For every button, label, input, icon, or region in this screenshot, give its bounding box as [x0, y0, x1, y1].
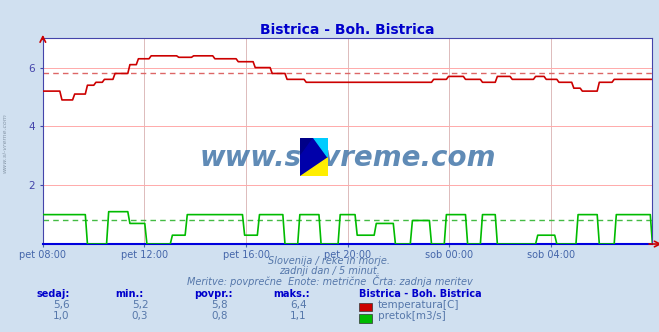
- Text: 5,2: 5,2: [132, 300, 148, 310]
- Polygon shape: [300, 138, 328, 176]
- Polygon shape: [300, 157, 328, 176]
- Text: 1,1: 1,1: [290, 311, 306, 321]
- Text: maks.:: maks.:: [273, 289, 310, 299]
- Text: sedaj:: sedaj:: [36, 289, 70, 299]
- Text: 0,3: 0,3: [132, 311, 148, 321]
- Polygon shape: [314, 138, 328, 157]
- Text: 6,4: 6,4: [290, 300, 306, 310]
- Text: 1,0: 1,0: [53, 311, 69, 321]
- Text: 0,8: 0,8: [211, 311, 227, 321]
- Text: www.si-vreme.com: www.si-vreme.com: [3, 113, 8, 173]
- Text: Meritve: povprečne  Enote: metrične  Črta: zadnja meritev: Meritve: povprečne Enote: metrične Črta:…: [186, 275, 473, 287]
- Text: Slovenija / reke in morje.: Slovenija / reke in morje.: [268, 256, 391, 266]
- Text: Bistrica - Boh. Bistrica: Bistrica - Boh. Bistrica: [359, 289, 482, 299]
- Text: 5,8: 5,8: [211, 300, 227, 310]
- Text: min.:: min.:: [115, 289, 144, 299]
- Text: zadnji dan / 5 minut.: zadnji dan / 5 minut.: [279, 266, 380, 276]
- Text: www.si-vreme.com: www.si-vreme.com: [200, 143, 496, 172]
- Text: povpr.:: povpr.:: [194, 289, 233, 299]
- Text: temperatura[C]: temperatura[C]: [378, 300, 459, 310]
- Text: 5,6: 5,6: [53, 300, 69, 310]
- Polygon shape: [300, 138, 328, 176]
- Title: Bistrica - Boh. Bistrica: Bistrica - Boh. Bistrica: [260, 23, 435, 37]
- Text: pretok[m3/s]: pretok[m3/s]: [378, 311, 445, 321]
